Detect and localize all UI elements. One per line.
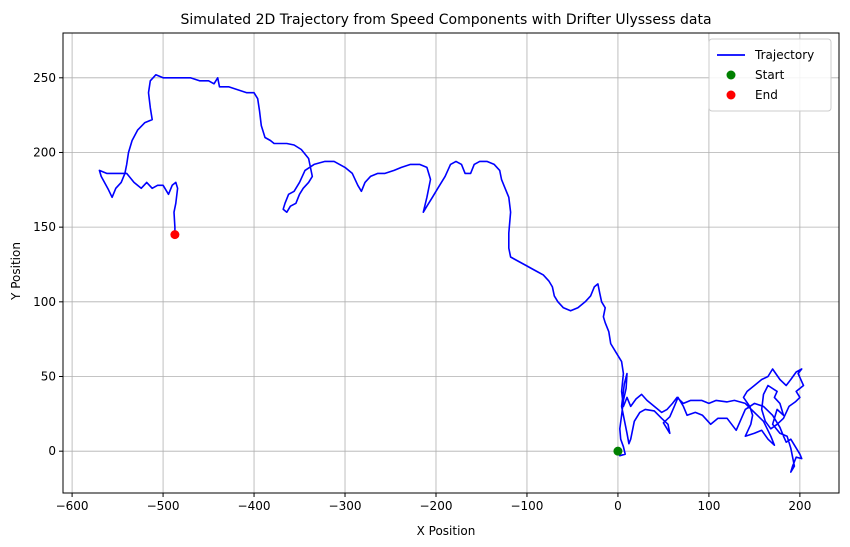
x-axis-label: X Position [417,524,476,538]
axis-ticks: −600 −500 −400 −300 −200 −100 0 100 200 0 50 100 150… [33,71,811,513]
y-tick-label: 250 [33,71,56,85]
plot-data [98,74,805,473]
y-tick-label: 200 [33,145,56,159]
legend: Trajectory Start End [708,38,832,112]
x-tick-label: −100 [510,499,543,513]
legend-end-swatch [726,90,736,100]
legend-start-swatch [726,70,736,80]
trajectory-line [98,74,805,473]
y-tick-label: 0 [48,444,56,458]
end-point [170,230,180,240]
legend-end-label: End [755,88,778,102]
y-axis-label: Y Position [9,242,23,301]
x-tick-label: 0 [614,499,622,513]
chart-title: Simulated 2D Trajectory from Speed Compo… [180,12,711,28]
y-tick-label: 150 [33,220,56,234]
legend-trajectory-label: Trajectory [754,48,814,62]
x-tick-label: −500 [147,499,180,513]
x-tick-label: −400 [238,499,271,513]
y-tick-label: 100 [33,295,56,309]
legend-start-label: Start [755,68,785,82]
x-tick-label: −200 [420,499,453,513]
x-tick-label: −600 [56,499,89,513]
legend-box [708,38,832,112]
y-tick-label: 50 [41,370,56,384]
x-tick-label: 200 [788,499,811,513]
plot-frame [62,32,840,494]
x-tick-label: −300 [329,499,362,513]
x-tick-label: 100 [697,499,720,513]
start-point [613,446,623,456]
